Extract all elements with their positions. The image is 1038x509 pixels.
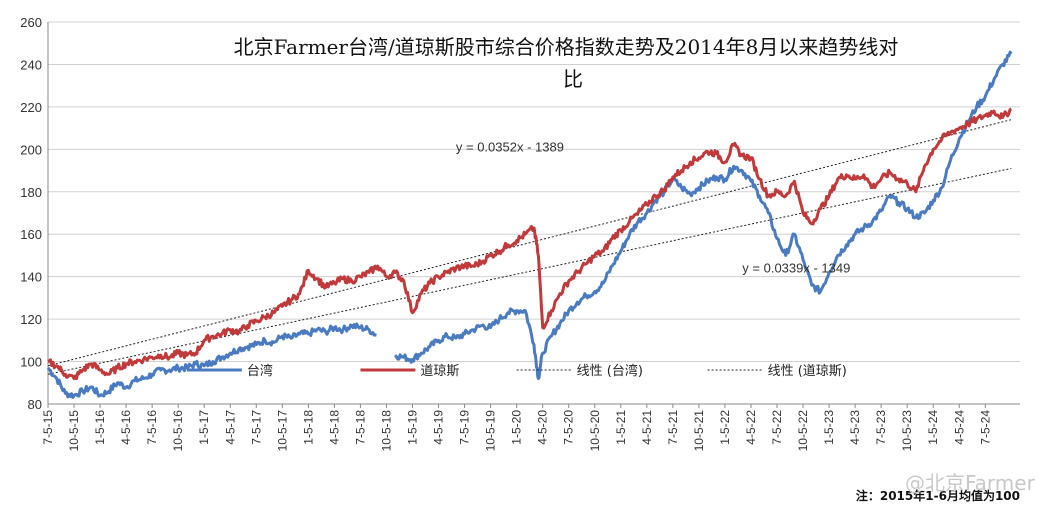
trend-equation: y = 0.0339x - 1349 — [742, 260, 850, 275]
x-tick-label: 1-5-17 — [197, 410, 211, 445]
y-tick-label: 120 — [20, 312, 42, 327]
x-tick-label: 4-5-19 — [432, 410, 446, 445]
trendline — [47, 167, 1012, 375]
legend-label: 道琼斯 — [420, 364, 459, 379]
y-tick-label: 180 — [20, 185, 42, 200]
y-axis-ticks: 80 100 120 140 160 180 200 220 240 260 — [20, 15, 42, 412]
x-tick-label: 7-5-20 — [562, 410, 576, 445]
x-tick-label: 7-5-18 — [353, 410, 367, 445]
y-tick-label: 220 — [20, 100, 42, 115]
x-axis-ticks: 7-5-15 10-5-15 1-5-16 4-5-16 7-5-16 10-5-16 1-… — [41, 404, 992, 451]
x-tick-label: 4-5-17 — [223, 410, 237, 445]
x-tick-label: 1-5-21 — [614, 410, 628, 445]
y-tick-label: 200 — [20, 142, 42, 157]
x-tick-label: 4-5-23 — [848, 410, 862, 445]
legend-label: 线性 (台湾) — [577, 363, 643, 379]
trendlines — [47, 119, 1012, 375]
x-tick-label: 1-5-23 — [822, 410, 836, 445]
series-line — [47, 107, 1012, 381]
x-tick-label: 7-5-16 — [145, 410, 159, 445]
y-tick-label: 100 — [20, 355, 42, 370]
trendline — [47, 119, 1012, 367]
x-tick-label: 1-5-18 — [301, 410, 315, 445]
x-tick-label: 4-5-24 — [952, 410, 966, 445]
x-tick-label: 1-5-22 — [718, 410, 732, 445]
chart-title: 北京Farmer台湾/道琼斯股市综合价格指数走势及2014年8月以来趋势线对 — [234, 35, 899, 59]
x-tick-label: 10-5-21 — [692, 410, 706, 452]
x-tick-label: 10-5-17 — [275, 410, 289, 452]
x-tick-label: 10-5-20 — [588, 410, 602, 452]
x-tick-label: 7-5-24 — [978, 410, 992, 445]
x-tick-label: 1-5-20 — [510, 410, 524, 445]
x-tick-label: 10-5-18 — [379, 410, 393, 452]
x-tick-label: 1-5-24 — [926, 410, 940, 445]
x-tick-label: 7-5-15 — [41, 410, 55, 445]
x-tick-label: 7-5-17 — [249, 410, 263, 445]
legend: 台湾 道琼斯 线性 (台湾) 线性 (道琼斯) — [186, 363, 847, 379]
trend-equation: y = 0.0352x - 1389 — [456, 139, 564, 154]
footnote: 注：2015年1-6月均值为100 — [856, 488, 1020, 503]
y-tick-label: 160 — [20, 227, 42, 242]
x-tick-label: 10-5-15 — [67, 410, 81, 452]
series-lines — [46, 50, 1013, 399]
chart-title-line2: 比 — [563, 67, 583, 91]
y-tick-label: 140 — [20, 270, 42, 285]
x-tick-label: 10-5-19 — [484, 410, 498, 452]
x-tick-label: 1-5-19 — [406, 410, 420, 445]
x-tick-label: 4-5-16 — [119, 410, 133, 445]
x-tick-label: 7-5-23 — [874, 410, 888, 445]
x-tick-label: 1-5-16 — [93, 410, 107, 445]
legend-label: 台湾 — [247, 363, 273, 379]
y-tick-label: 80 — [28, 397, 42, 412]
x-tick-label: 7-5-19 — [458, 410, 472, 445]
x-tick-label: 4-5-18 — [327, 410, 341, 445]
y-tick-label: 240 — [20, 57, 42, 72]
x-tick-label: 10-5-23 — [900, 410, 914, 452]
trend-equations: y = 0.0352x - 1389 y = 0.0339x - 1349 — [456, 139, 850, 275]
watermark: @北京Farmer — [905, 471, 1036, 495]
x-tick-label: 7-5-21 — [666, 410, 680, 445]
x-tick-label: 4-5-20 — [536, 410, 550, 445]
x-tick-label: 10-5-16 — [171, 410, 185, 452]
x-tick-label: 4-5-22 — [744, 410, 758, 445]
y-tick-label: 260 — [20, 15, 42, 30]
legend-label: 线性 (道琼斯) — [768, 364, 847, 379]
x-tick-label: 10-5-22 — [796, 410, 810, 452]
series-line — [46, 50, 1013, 399]
x-tick-label: 7-5-22 — [770, 410, 784, 445]
axes — [47, 22, 1020, 405]
x-tick-label: 4-5-21 — [640, 410, 654, 445]
